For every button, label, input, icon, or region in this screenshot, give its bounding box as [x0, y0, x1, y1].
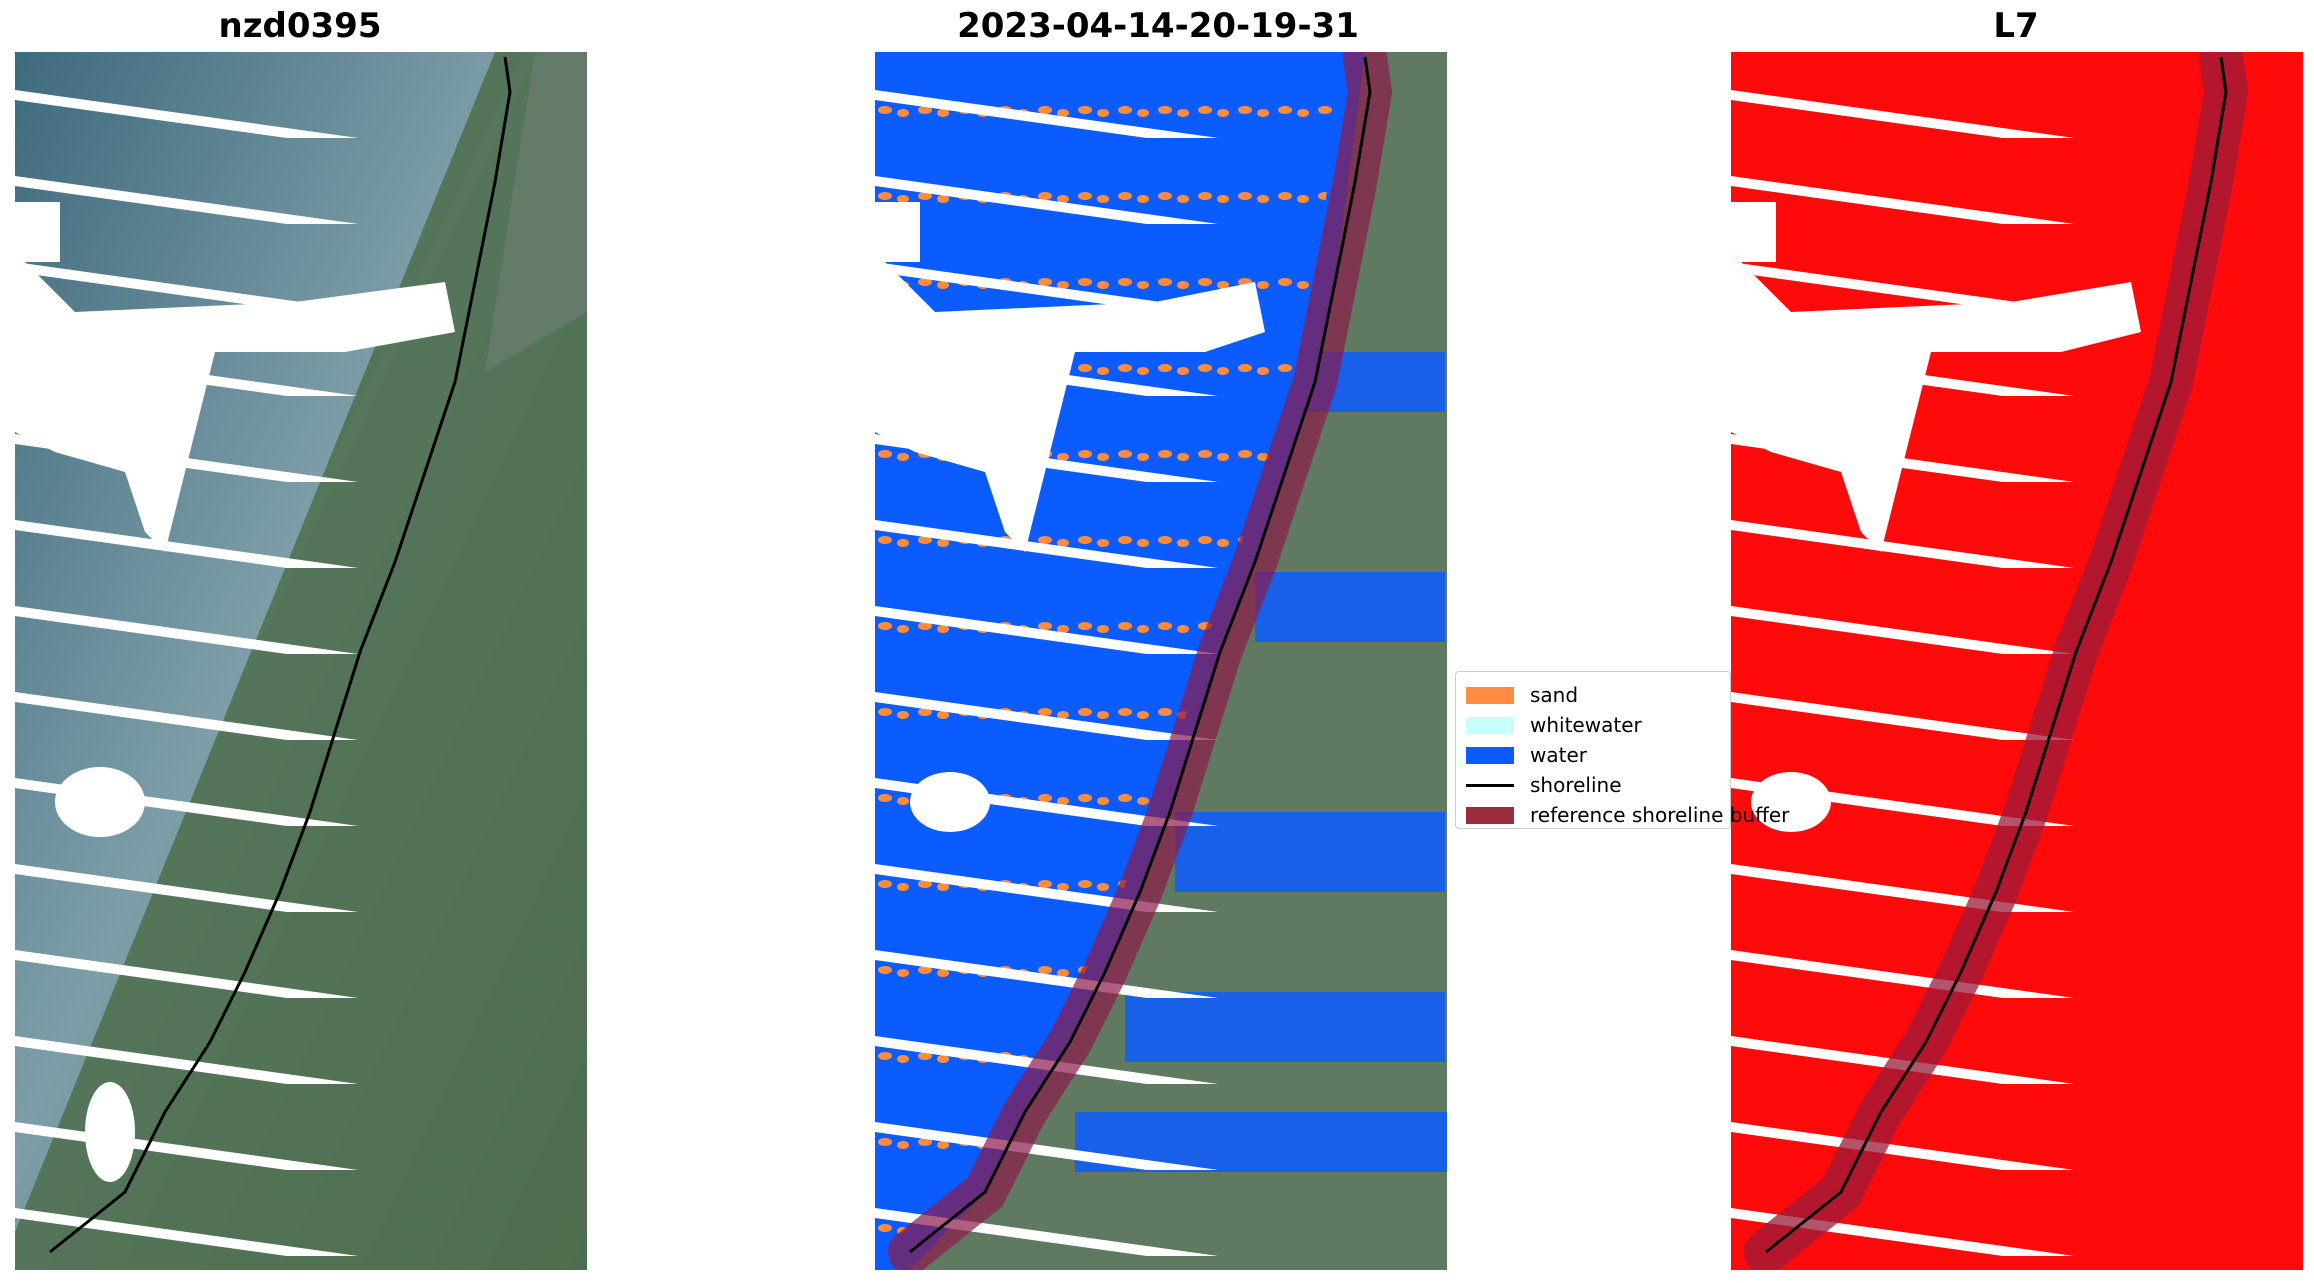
legend: sand whitewater water shoreline referenc… — [1455, 671, 1789, 830]
legend-item-buffer: reference shoreline buffer — [1466, 800, 1789, 830]
panel-title-mask: L7 — [1993, 6, 2039, 46]
whitewater-swatch — [1466, 716, 1514, 734]
classified-image-panel — [875, 52, 1447, 1270]
panel-title-classified: 2023-04-14-20-19-31 — [957, 6, 1359, 46]
legend-label: shoreline — [1530, 773, 1622, 797]
legend-label: sand — [1530, 683, 1579, 707]
rgb-image-panel — [15, 52, 587, 1270]
shoreline-line — [1466, 783, 1514, 787]
sand-swatch — [1466, 686, 1514, 704]
legend-item-sand: sand — [1466, 680, 1720, 710]
buffer-swatch — [1466, 806, 1514, 824]
legend-item-whitewater: whitewater — [1466, 710, 1720, 740]
legend-label: water — [1530, 743, 1587, 767]
legend-label: reference shoreline buffer — [1530, 803, 1790, 827]
shoreline — [909, 56, 1372, 1254]
legend-item-shoreline: shoreline — [1466, 770, 1720, 800]
legend-item-water: water — [1466, 740, 1720, 770]
shoreline — [1765, 56, 2228, 1254]
water-swatch — [1466, 746, 1514, 764]
shoreline — [49, 56, 512, 1254]
cloud-mask-panel — [1731, 52, 2303, 1270]
panel-title-rgb: nzd0395 — [218, 6, 382, 46]
legend-label: whitewater — [1530, 713, 1642, 737]
scan-line-gaps — [15, 52, 587, 1270]
